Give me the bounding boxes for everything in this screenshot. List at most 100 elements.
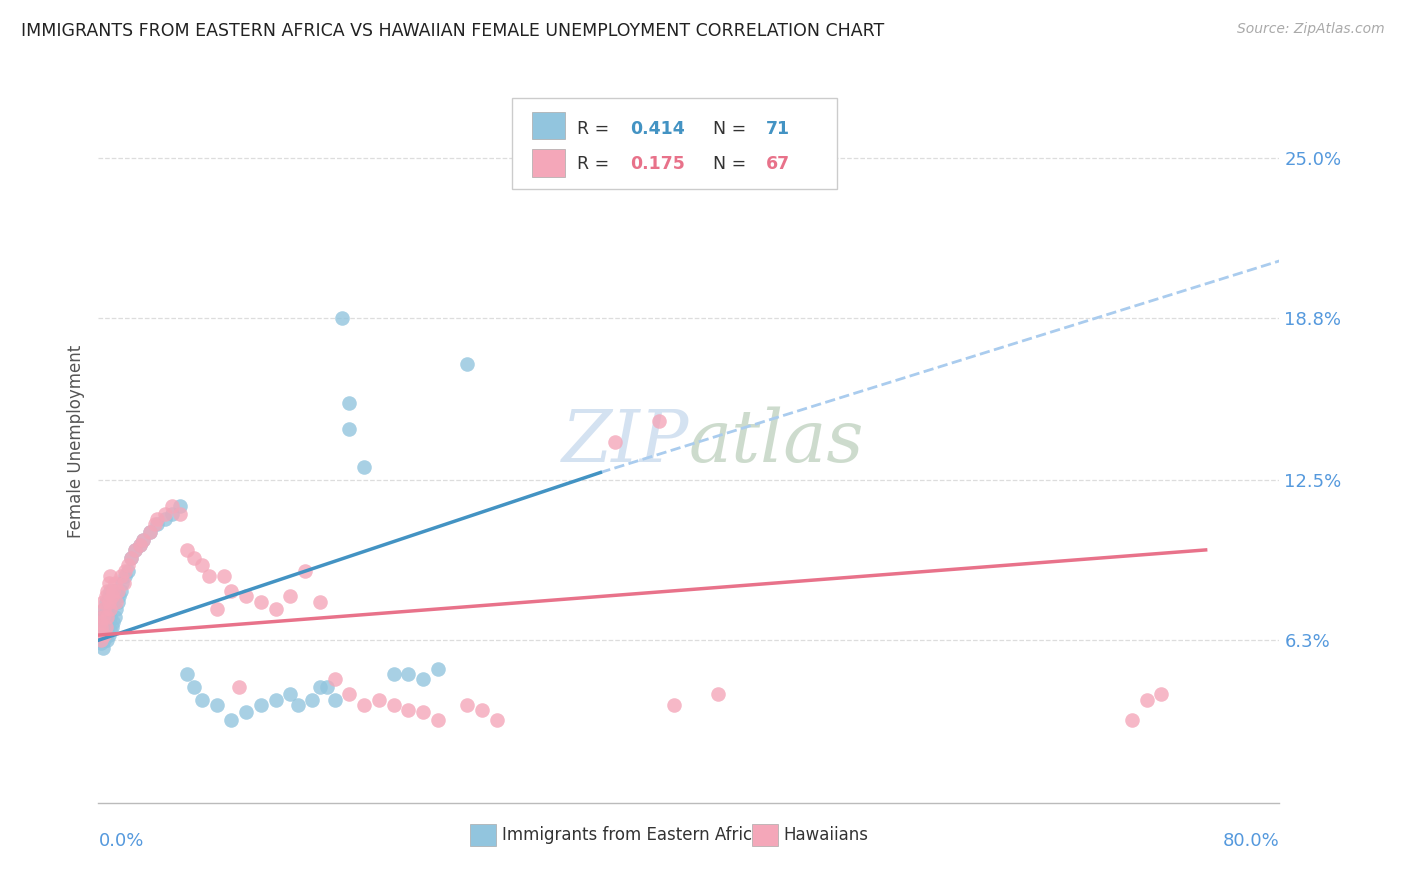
- Point: [94, 628, 117, 642]
- Point: [112, 576, 135, 591]
- Point: [139, 524, 162, 539]
- Point: [235, 590, 257, 604]
- Point: [250, 698, 273, 712]
- Point: [382, 666, 405, 681]
- Point: [90, 628, 112, 642]
- Point: [89, 633, 111, 648]
- Point: [221, 584, 243, 599]
- Point: [368, 692, 391, 706]
- Point: [97, 590, 120, 604]
- Point: [707, 687, 730, 701]
- Point: [191, 558, 214, 573]
- Point: [353, 698, 375, 712]
- Point: [124, 542, 146, 557]
- Point: [301, 692, 323, 706]
- Point: [176, 542, 198, 557]
- Point: [96, 584, 118, 599]
- Point: [339, 396, 361, 410]
- Point: [146, 512, 169, 526]
- Point: [93, 620, 115, 634]
- Point: [162, 507, 183, 521]
- Text: Immigrants from Eastern Africa: Immigrants from Eastern Africa: [502, 826, 762, 845]
- Text: R =: R =: [576, 120, 614, 138]
- FancyBboxPatch shape: [531, 149, 565, 177]
- Point: [108, 590, 131, 604]
- Point: [96, 633, 118, 648]
- Point: [103, 615, 125, 630]
- Point: [1121, 713, 1143, 727]
- Point: [153, 512, 176, 526]
- Point: [96, 610, 118, 624]
- Point: [89, 628, 111, 642]
- Point: [114, 568, 136, 582]
- Point: [93, 602, 115, 616]
- Point: [339, 687, 361, 701]
- Y-axis label: Female Unemployment: Female Unemployment: [66, 345, 84, 538]
- Point: [98, 602, 121, 616]
- Point: [91, 610, 114, 624]
- Point: [91, 640, 114, 655]
- Text: 71: 71: [766, 120, 790, 138]
- Point: [457, 357, 479, 371]
- Point: [264, 602, 287, 616]
- Point: [648, 414, 671, 428]
- Point: [169, 499, 191, 513]
- Point: [103, 584, 125, 599]
- Point: [191, 692, 214, 706]
- Text: 0.414: 0.414: [630, 120, 685, 138]
- Point: [169, 507, 191, 521]
- Point: [486, 713, 509, 727]
- Point: [427, 662, 450, 676]
- Point: [100, 620, 122, 634]
- Point: [412, 672, 434, 686]
- Point: [139, 524, 162, 539]
- Text: IMMIGRANTS FROM EASTERN AFRICA VS HAWAIIAN FEMALE UNEMPLOYMENT CORRELATION CHART: IMMIGRANTS FROM EASTERN AFRICA VS HAWAII…: [21, 22, 884, 40]
- Text: R =: R =: [576, 155, 614, 173]
- Point: [198, 568, 221, 582]
- Point: [89, 615, 111, 630]
- Point: [111, 576, 134, 591]
- Point: [353, 460, 375, 475]
- Point: [97, 615, 120, 630]
- Point: [91, 623, 114, 637]
- Point: [143, 517, 166, 532]
- Text: atlas: atlas: [689, 406, 865, 477]
- Text: N =: N =: [713, 155, 751, 173]
- Text: Source: ZipAtlas.com: Source: ZipAtlas.com: [1237, 22, 1385, 37]
- Text: 0.0%: 0.0%: [98, 831, 143, 850]
- Point: [427, 713, 450, 727]
- Point: [91, 633, 114, 648]
- Point: [294, 564, 316, 578]
- Point: [162, 499, 183, 513]
- Point: [98, 584, 121, 599]
- Point: [94, 615, 117, 630]
- Point: [128, 538, 150, 552]
- FancyBboxPatch shape: [752, 824, 778, 847]
- Point: [91, 610, 114, 624]
- Point: [89, 615, 111, 630]
- Point: [323, 692, 346, 706]
- Point: [235, 706, 257, 720]
- Point: [100, 594, 122, 608]
- Point: [330, 310, 353, 325]
- Point: [107, 584, 129, 599]
- Text: N =: N =: [713, 120, 751, 138]
- Point: [114, 564, 136, 578]
- Point: [120, 550, 142, 565]
- FancyBboxPatch shape: [512, 98, 837, 189]
- Point: [94, 594, 117, 608]
- Point: [398, 666, 420, 681]
- Point: [146, 517, 169, 532]
- Point: [1150, 687, 1173, 701]
- Point: [97, 576, 120, 591]
- Point: [1136, 692, 1159, 706]
- FancyBboxPatch shape: [471, 824, 496, 847]
- Point: [323, 672, 346, 686]
- Point: [94, 590, 117, 604]
- Point: [104, 610, 127, 624]
- Point: [90, 610, 112, 624]
- Point: [89, 620, 111, 634]
- Point: [212, 568, 235, 582]
- Point: [98, 623, 121, 637]
- Point: [110, 584, 132, 599]
